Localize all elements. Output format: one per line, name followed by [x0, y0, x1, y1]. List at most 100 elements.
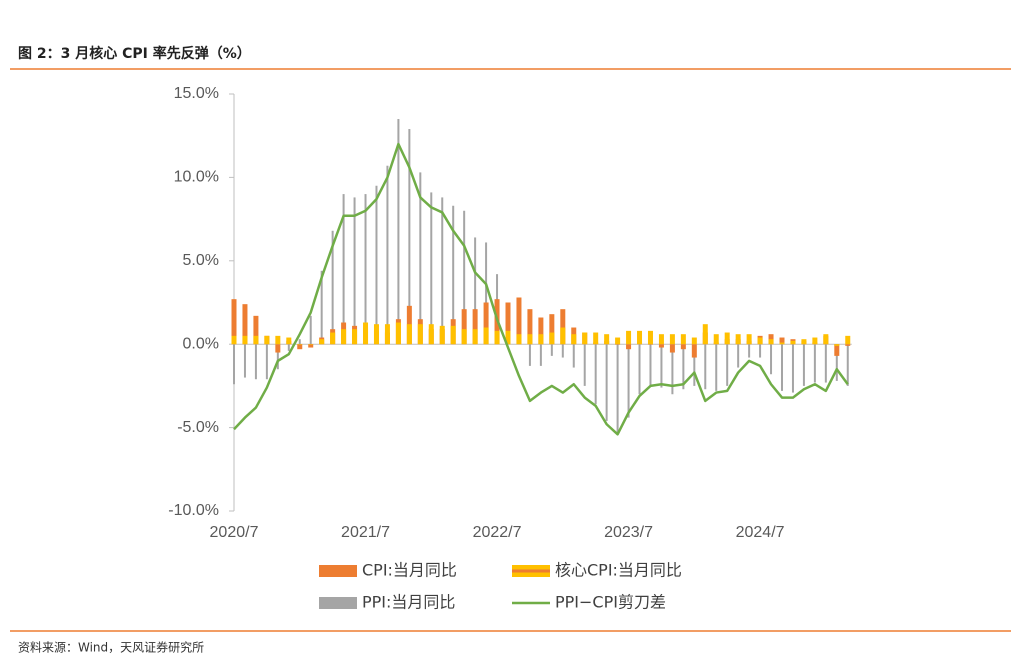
bar: [309, 315, 312, 345]
bar: [352, 329, 358, 345]
bar: [527, 334, 533, 345]
bar: [286, 337, 292, 345]
x-tick-label: 2021/7: [341, 524, 390, 541]
bar: [735, 334, 741, 345]
bar: [626, 330, 632, 345]
bar: [781, 344, 783, 391]
bar: [231, 299, 237, 345]
x-tick-label: 2020/7: [210, 524, 259, 541]
y-tick-label: -10.0%: [168, 502, 219, 519]
bar: [669, 334, 675, 345]
bar: [649, 344, 652, 386]
legend-label: CPI:当月同比: [362, 561, 457, 580]
bar: [242, 335, 248, 345]
bar: [638, 344, 641, 395]
bar: [417, 324, 423, 345]
bar: [549, 314, 555, 345]
bar: [572, 344, 575, 368]
bar: [616, 344, 619, 435]
bar: [384, 324, 390, 345]
bar: [373, 324, 379, 345]
bar: [386, 165, 389, 345]
bar: [375, 185, 378, 345]
bar: [461, 309, 467, 345]
bar: [759, 344, 762, 358]
legend-label: PPI−CPI剪刀差: [555, 593, 666, 612]
bar: [801, 339, 807, 345]
bar: [538, 317, 544, 345]
bar: [704, 344, 707, 390]
y-tick-label: 0.0%: [183, 335, 219, 352]
bar: [363, 322, 369, 345]
bar: [726, 344, 729, 386]
bar: [846, 344, 849, 386]
bar: [791, 344, 794, 393]
bar: [691, 337, 697, 345]
y-tick-label: 10.0%: [174, 169, 219, 186]
bar: [582, 332, 588, 345]
bar: [647, 344, 653, 345]
bar: [342, 194, 345, 345]
x-tick-label: 2024/7: [736, 524, 785, 541]
bar: [276, 344, 279, 370]
bar: [834, 344, 840, 346]
bar: [691, 344, 697, 358]
bar: [737, 344, 740, 368]
bar: [790, 340, 796, 345]
bar: [770, 344, 773, 375]
bar: [560, 309, 566, 345]
bar: [812, 337, 818, 345]
bar: [330, 332, 336, 345]
bar: [253, 315, 259, 345]
bar: [539, 344, 542, 366]
bar: [658, 334, 664, 345]
bar: [647, 330, 653, 345]
bar: [483, 327, 489, 345]
bar: [724, 332, 730, 345]
bar: [320, 270, 323, 345]
bar: [561, 344, 564, 358]
bar: [680, 334, 686, 345]
bar: [528, 344, 531, 366]
bar: [264, 335, 270, 345]
bar: [693, 344, 696, 386]
bar: [682, 344, 685, 390]
bar: [669, 344, 675, 353]
bar: [341, 329, 347, 345]
bar: [637, 330, 643, 345]
bar: [813, 344, 816, 383]
bar: [430, 192, 433, 345]
bar: [516, 297, 522, 345]
bar: [428, 324, 434, 345]
bar: [483, 302, 489, 345]
bar: [571, 334, 577, 345]
bar: [713, 334, 719, 345]
bar: [254, 344, 257, 380]
bar: [715, 344, 718, 391]
legend-label: PPI:当月同比: [362, 593, 455, 612]
bar: [660, 344, 663, 388]
bar: [615, 337, 621, 345]
bar: [485, 242, 488, 345]
bar: [835, 344, 838, 381]
bar: [452, 205, 455, 345]
bar: [395, 322, 401, 345]
bar: [287, 344, 290, 351]
x-tick-label: 2022/7: [473, 524, 522, 541]
y-tick-label: -5.0%: [177, 419, 219, 436]
bar: [702, 324, 708, 345]
bar: [680, 344, 686, 350]
bar: [298, 339, 301, 345]
chart: -10.0% -5.0% 0.0% 5.0% 10.0% 15.0% 2020/7 2021/…: [168, 85, 852, 612]
bar: [231, 335, 237, 345]
bar: [253, 335, 259, 345]
bar: [627, 344, 630, 418]
legend-swatch: [319, 597, 357, 609]
source-note: 资料来源：Wind，天风证券研究所: [18, 640, 204, 655]
bar: [472, 329, 478, 345]
bar: [768, 339, 774, 345]
bar: [242, 304, 248, 345]
bar: [549, 332, 555, 345]
bar: [779, 337, 785, 345]
